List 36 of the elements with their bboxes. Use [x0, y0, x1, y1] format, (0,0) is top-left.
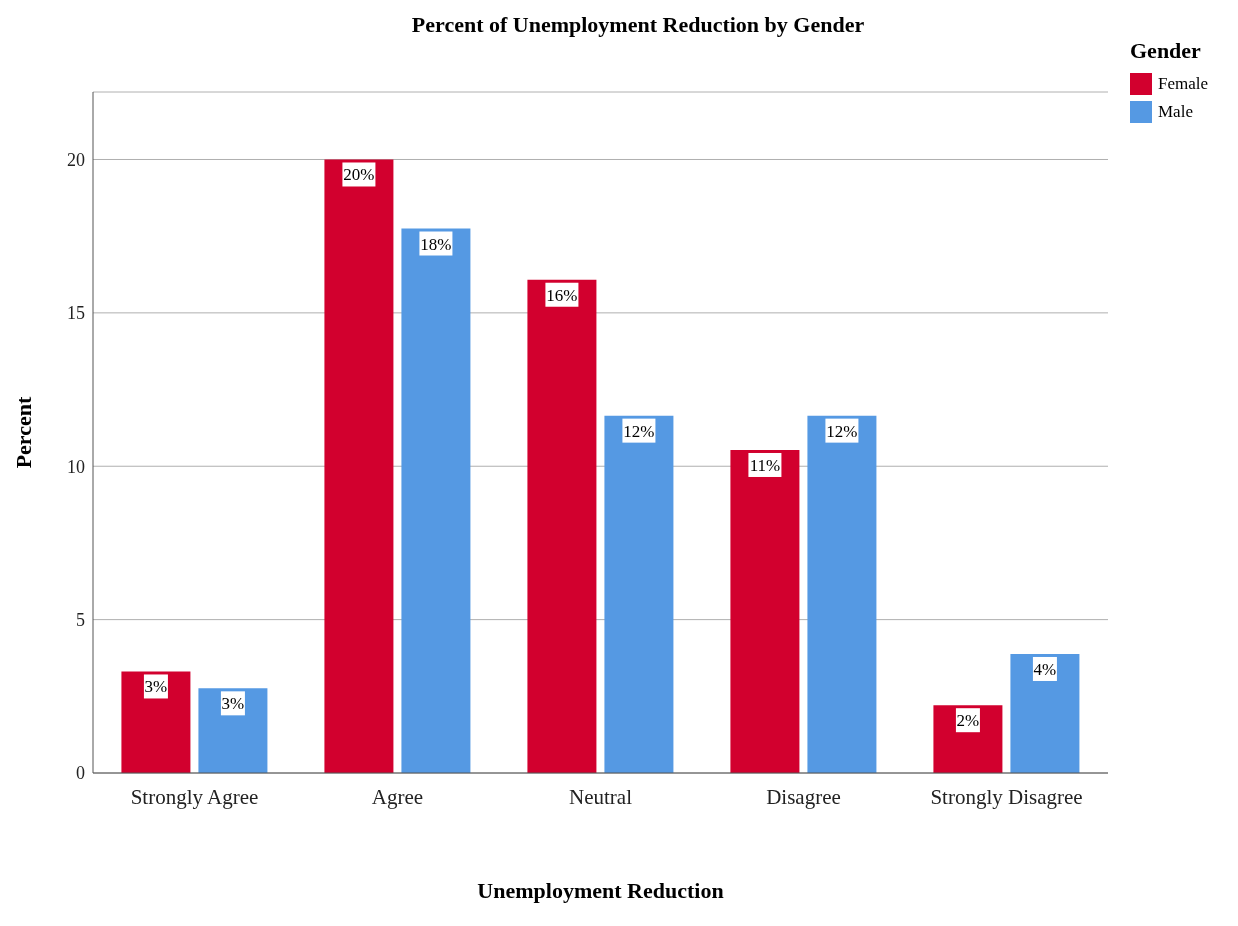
data-label: 3%	[221, 694, 245, 714]
x-tick-label: Strongly Disagree	[930, 784, 1083, 809]
data-label: 12%	[826, 421, 858, 441]
y-tick-label: 10	[67, 456, 85, 477]
bar	[1010, 653, 1080, 773]
legend-label: Female	[1158, 74, 1209, 94]
data-label: 4%	[1033, 659, 1057, 679]
y-tick-label: 15	[67, 303, 85, 324]
bar	[324, 159, 394, 773]
x-axis-title: Unemployment Reduction	[477, 878, 724, 903]
data-label: 16%	[546, 285, 578, 305]
chart-title: Percent of Unemployment Reduction by Gender	[410, 12, 866, 38]
x-tick-label: Strongly Agree	[130, 784, 259, 809]
legend-title: Gender	[1130, 38, 1202, 64]
bar	[121, 671, 191, 773]
y-tick-label: 0	[76, 763, 85, 784]
x-tick-label: Disagree	[766, 784, 841, 809]
bar	[198, 688, 268, 773]
y-tick-label: 5	[76, 610, 85, 631]
bar	[933, 705, 1003, 773]
data-label: 2%	[956, 711, 980, 731]
bar	[527, 279, 597, 773]
data-label: 20%	[343, 165, 375, 185]
bar	[730, 449, 800, 773]
data-label: 11%	[749, 455, 781, 475]
bar	[807, 415, 877, 773]
data-label: 3%	[144, 677, 168, 697]
y-axis-title: Percent	[10, 396, 36, 469]
legend-label: Male	[1158, 102, 1193, 122]
x-tick-label: Agree	[371, 784, 424, 809]
bar	[604, 415, 674, 773]
data-label: 18%	[420, 234, 452, 254]
x-tick-label: Neutral	[569, 784, 633, 809]
y-tick-label: 20	[67, 149, 85, 170]
bar	[401, 228, 471, 773]
data-label: 12%	[623, 421, 655, 441]
